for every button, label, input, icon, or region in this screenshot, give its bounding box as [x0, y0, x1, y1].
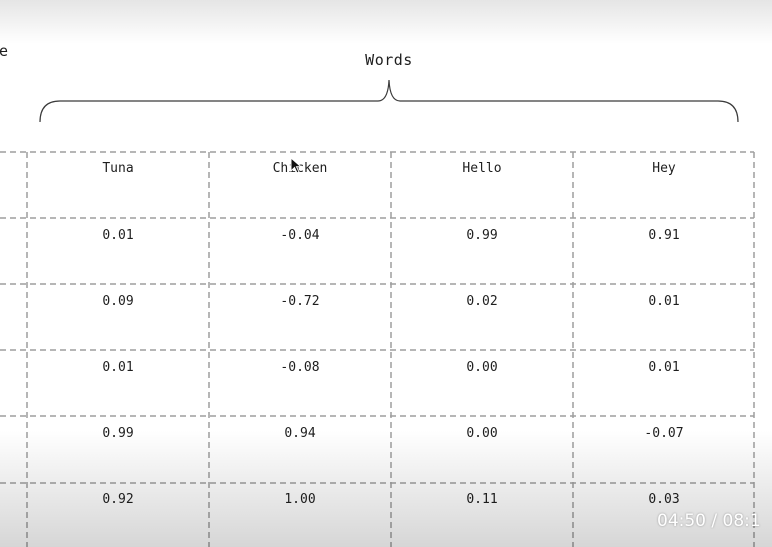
bottom-shade	[0, 430, 772, 547]
table-cell: 1.00	[209, 492, 391, 508]
table-cell: -0.04	[280, 228, 320, 243]
table-cell: 0.02	[466, 294, 498, 309]
curly-brace	[39, 79, 739, 123]
table-cell: 0.03	[573, 492, 755, 508]
column-header: Hey	[652, 161, 676, 176]
table-cell: 0.01	[102, 360, 134, 375]
top-shade	[0, 0, 772, 44]
left-partial-label: e	[0, 42, 9, 60]
table-cell: 0.01	[648, 294, 680, 309]
column-header: Hello	[462, 161, 502, 176]
table-cell: 0.00	[466, 360, 498, 375]
table-cell: 0.99	[466, 228, 498, 243]
table-cell: -0.72	[280, 294, 320, 309]
table-cell: 0.99	[27, 426, 209, 442]
table-cell: 0.94	[209, 426, 391, 442]
table-cell: 0.11	[391, 492, 573, 508]
table-cell: -0.08	[280, 360, 320, 375]
video-time-display: 04:50 / 08:1	[657, 511, 761, 531]
words-group-label: Words	[365, 51, 413, 69]
table-cell: -0.07	[573, 426, 755, 442]
column-header: Tuna	[102, 161, 134, 176]
mouse-cursor-icon	[290, 157, 302, 174]
table-cell: 0.00	[391, 426, 573, 442]
table-cell: 0.92	[27, 492, 209, 508]
column-header: Chicken	[272, 161, 328, 176]
table-cell: 0.91	[648, 228, 680, 243]
table-cell: 0.09	[102, 294, 134, 309]
table-cell: 0.01	[648, 360, 680, 375]
table-cell: 0.01	[102, 228, 134, 243]
